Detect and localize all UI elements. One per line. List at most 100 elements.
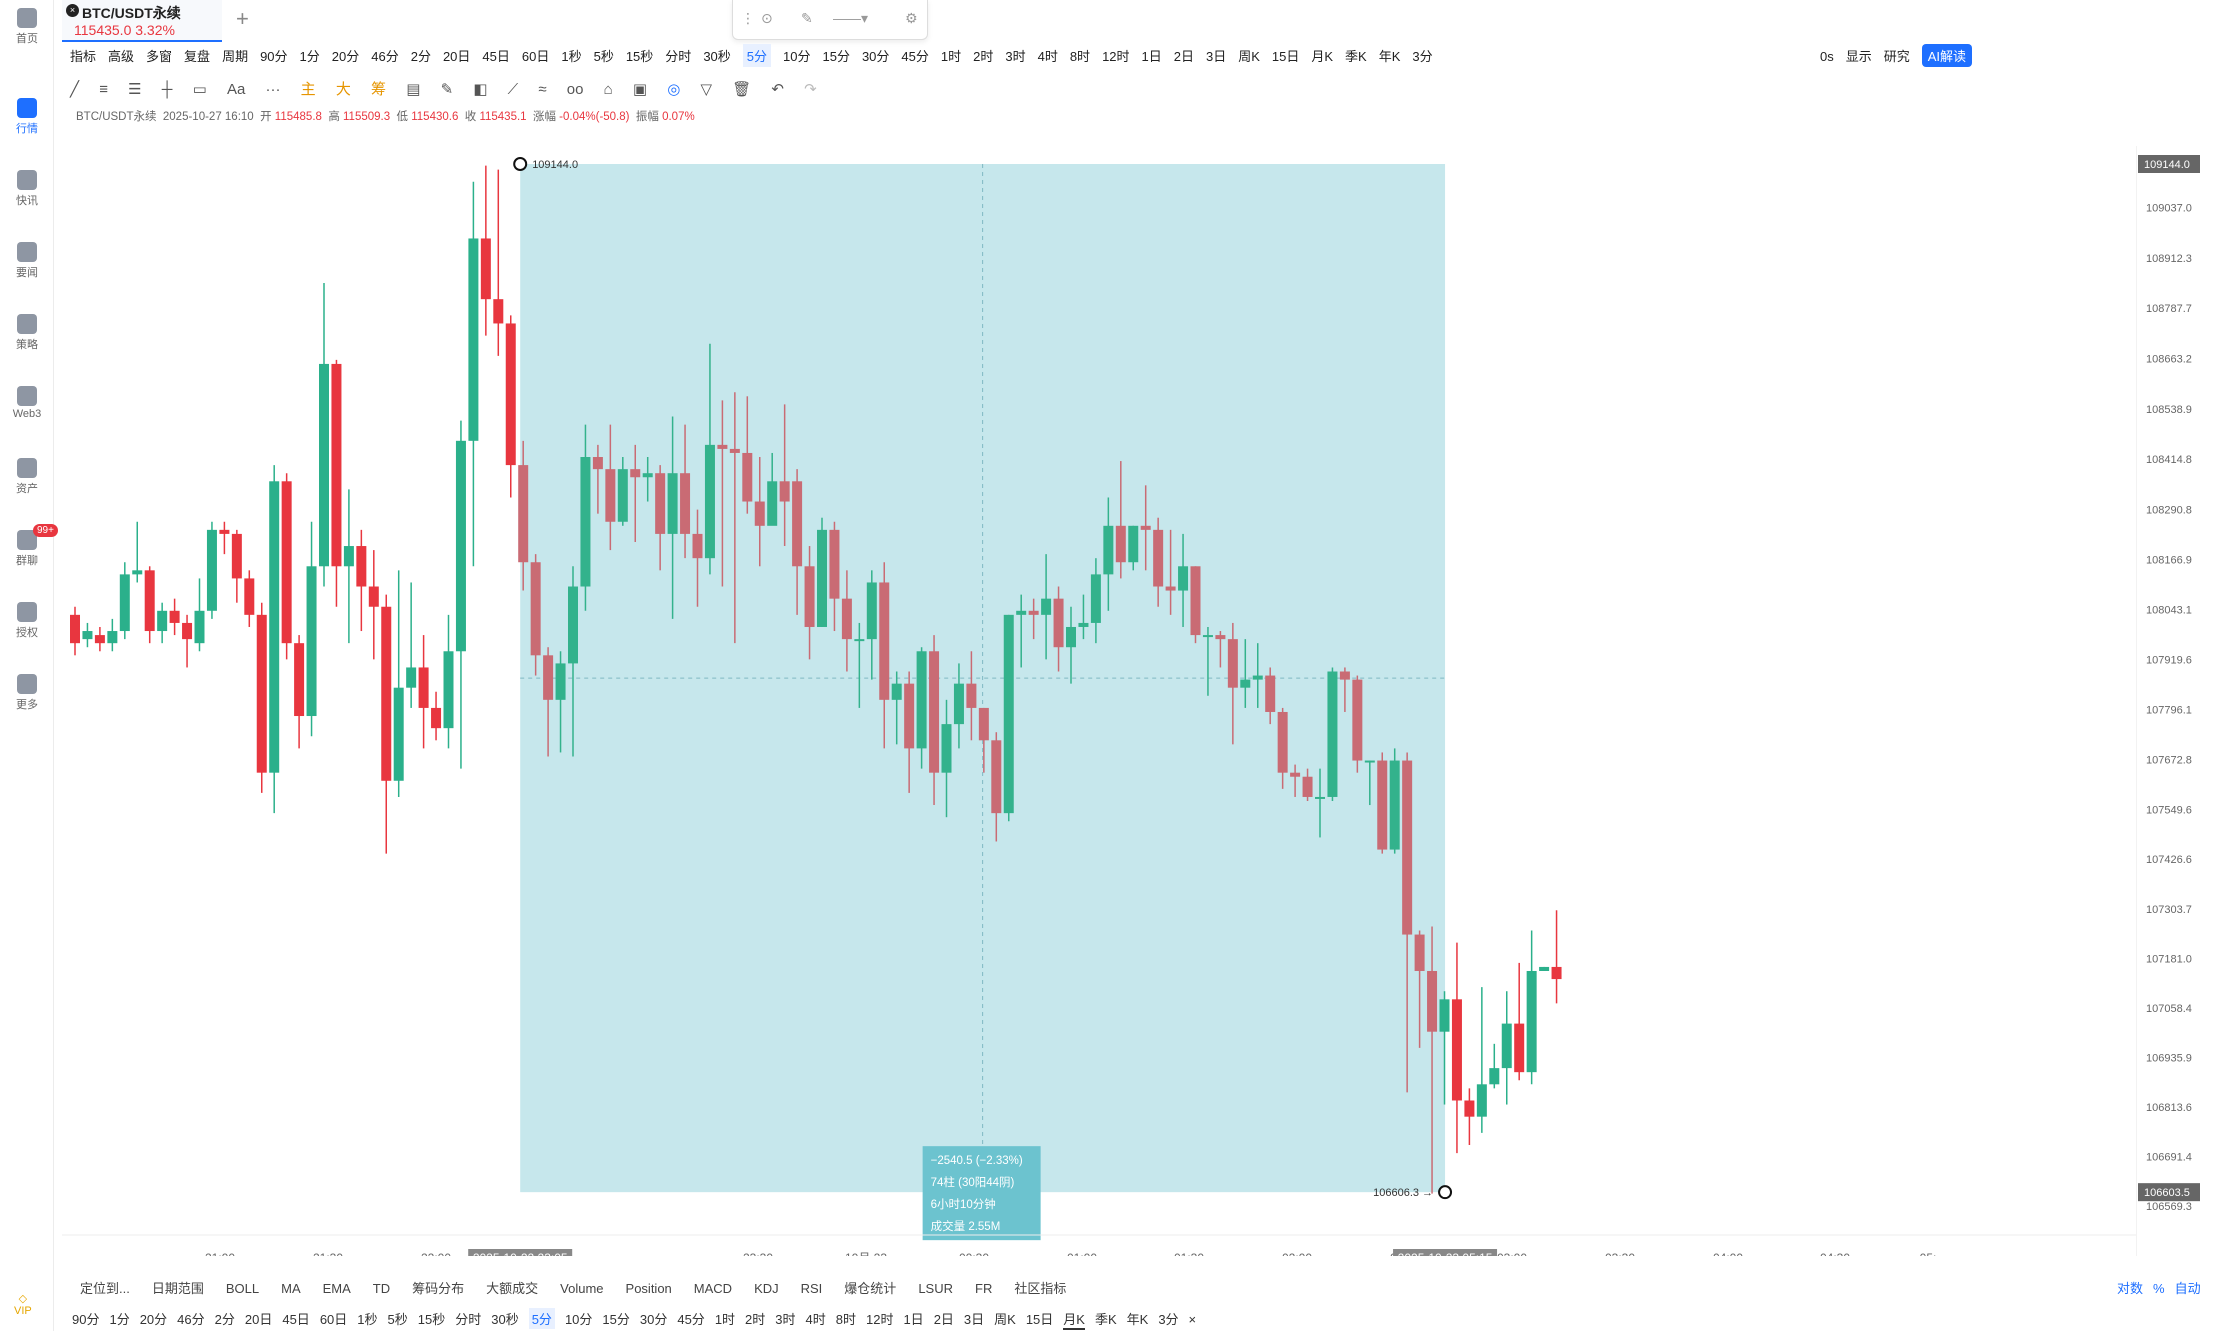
scale-option[interactable]: 自动 [2174, 1281, 2201, 1296]
sidebar-item-2[interactable]: 快讯 [0, 170, 54, 208]
toolbar-item[interactable]: 1分 [299, 49, 320, 64]
pen-icon[interactable]: ✎ [801, 10, 813, 26]
rect-icon[interactable]: ▭ [192, 81, 207, 98]
period-item[interactable]: 季K [1094, 1312, 1117, 1327]
sidebar-item-1[interactable]: 行情 [0, 98, 54, 136]
toolbar-item[interactable]: 15分 [822, 49, 850, 64]
period-item[interactable]: 20日 [244, 1312, 273, 1327]
toolbar-item[interactable]: 4时 [1037, 49, 1058, 64]
period-item[interactable]: 1日 [903, 1312, 924, 1327]
period-item[interactable]: 3时 [775, 1312, 796, 1327]
toolbar-item[interactable]: 12时 [1102, 49, 1130, 64]
sidebar-item-7[interactable]: 群聊 99+ [0, 524, 58, 568]
chip-label[interactable]: 筹 [371, 81, 387, 98]
indicator-item[interactable]: 日期范围 [151, 1281, 204, 1296]
period-item[interactable]: 1分 [109, 1312, 130, 1327]
indicator-item[interactable]: Position [625, 1281, 672, 1296]
indicator-item[interactable]: 爆仓统计 [844, 1281, 897, 1296]
ruler-icon[interactable]: ⟋ [507, 81, 519, 98]
scale-option[interactable]: 对数 [2117, 1281, 2144, 1296]
period-item[interactable]: 20分 [139, 1312, 168, 1327]
toolbar-item[interactable]: 3日 [1206, 49, 1227, 64]
sidebar-item-0[interactable]: 首页 [0, 8, 54, 46]
period-item[interactable]: 1秒 [357, 1312, 378, 1327]
filter-icon[interactable]: ▽ [700, 81, 713, 98]
period-item[interactable]: 月K [1063, 1309, 1085, 1330]
redo-icon[interactable]: ↷ [804, 81, 817, 98]
period-item[interactable]: 5秒 [387, 1312, 408, 1327]
add-tab-button[interactable]: + [236, 6, 249, 31]
sidebar-item-3[interactable]: 要闻 [0, 242, 54, 280]
undo-icon[interactable]: ↶ [771, 81, 784, 98]
toolbar-item[interactable]: 分时 [665, 49, 692, 64]
toolbar-right-item[interactable]: 显示 [1845, 49, 1872, 64]
indicator-item[interactable]: 定位到... [80, 1281, 130, 1296]
main-label[interactable]: 主 [300, 81, 316, 98]
period-item[interactable]: × [1188, 1312, 1197, 1327]
candlestick-chart[interactable]: 109144.0 106606.3 → −2540.5 (−2.33%) 74柱 (3… [62, 146, 2136, 1256]
period-item[interactable]: 分时 [455, 1312, 482, 1327]
sidebar-item-8[interactable]: 授权 [0, 602, 54, 640]
measure-end-handle[interactable] [1438, 1185, 1453, 1200]
image-icon[interactable]: ▣ [632, 81, 648, 98]
toolbar-item[interactable]: 90分 [260, 49, 288, 64]
toolbar-item[interactable]: 周期 [222, 49, 249, 64]
magnet-icon[interactable]: ◎ [667, 81, 681, 98]
sidebar-item-5[interactable]: Web3 [0, 386, 54, 420]
pencil-icon[interactable]: ✎ [440, 81, 454, 98]
indicator-item[interactable]: LSUR [918, 1281, 953, 1296]
period-item[interactable]: 46分 [177, 1312, 205, 1327]
hline-icon[interactable]: ≡ [99, 81, 108, 98]
toolbar-item[interactable]: 5分 [742, 44, 772, 67]
toolbar-item[interactable]: 3时 [1005, 49, 1026, 64]
drag-handle-icon[interactable]: ⋮ [741, 10, 755, 26]
period-item[interactable]: 90分 [72, 1312, 100, 1327]
measure-start-handle[interactable] [513, 157, 528, 171]
period-item[interactable]: 45日 [282, 1312, 310, 1327]
toolbar-item[interactable]: 周K [1238, 49, 1260, 64]
trash-icon[interactable]: 🗑 [732, 81, 752, 98]
toolbar-item[interactable]: 45分 [901, 49, 929, 64]
toolbar-item[interactable]: 1秒 [561, 49, 582, 64]
sidebar-item-9[interactable]: 更多 [0, 674, 54, 712]
parallel-icon[interactable]: ☰ [128, 81, 142, 98]
glasses-icon[interactable]: oo [566, 81, 584, 98]
toolbar-item[interactable]: 1日 [1141, 49, 1162, 64]
measure-icon[interactable]: ◧ [473, 81, 488, 98]
indicator-item[interactable]: MACD [693, 1281, 733, 1296]
toolbar-item[interactable]: 高级 [108, 49, 135, 64]
toolbar-item[interactable]: 指标 [70, 49, 97, 64]
indicator-item[interactable]: Volume [560, 1281, 604, 1296]
period-item[interactable]: 3日 [963, 1312, 985, 1327]
period-item[interactable]: 15秒 [417, 1312, 446, 1327]
period-item[interactable]: 2日 [933, 1312, 954, 1327]
lock-icon[interactable]: ⊙ [761, 10, 773, 26]
toolbar-item[interactable]: 46分 [371, 49, 399, 64]
period-item[interactable]: 年K [1126, 1312, 1149, 1327]
period-item[interactable]: 15日 [1025, 1312, 1054, 1327]
period-item[interactable]: 45分 [677, 1312, 705, 1327]
toolbar-item[interactable]: 复盘 [184, 49, 211, 64]
toolbar-right-item[interactable]: 研究 [1883, 49, 1910, 64]
more-icon[interactable]: ··· [265, 81, 281, 98]
lock-icon[interactable]: ⌂ [603, 81, 613, 98]
toolbar-item[interactable]: 季K [1345, 49, 1367, 64]
toolbar-item[interactable]: 多窗 [146, 49, 173, 64]
toolbar-item[interactable]: 15日 [1271, 49, 1300, 64]
toolbar-item[interactable]: 15秒 [625, 49, 654, 64]
period-item[interactable]: 15分 [602, 1312, 630, 1327]
toolbar-item[interactable]: 月K [1311, 49, 1334, 64]
toolbar-item[interactable]: 5秒 [593, 49, 614, 64]
period-item[interactable]: 5分 [528, 1308, 555, 1329]
toolbar-item[interactable]: 20分 [331, 49, 360, 64]
big-label[interactable]: 大 [335, 81, 351, 98]
brush-icon[interactable]: ≈ [538, 81, 547, 98]
price-axis[interactable]: 109037.0 108912.3 108787.7 108663.2 108538.9… [2136, 146, 2220, 1256]
toolbar-item[interactable]: 2日 [1173, 49, 1194, 64]
scale-option[interactable]: % [2153, 1281, 2165, 1296]
indicator-item[interactable]: EMA [322, 1281, 351, 1296]
period-item[interactable]: 2时 [745, 1312, 766, 1327]
settings-icon[interactable]: ⚙ [905, 10, 918, 26]
period-item[interactable]: 12时 [865, 1312, 894, 1327]
close-icon[interactable]: × [66, 4, 79, 17]
